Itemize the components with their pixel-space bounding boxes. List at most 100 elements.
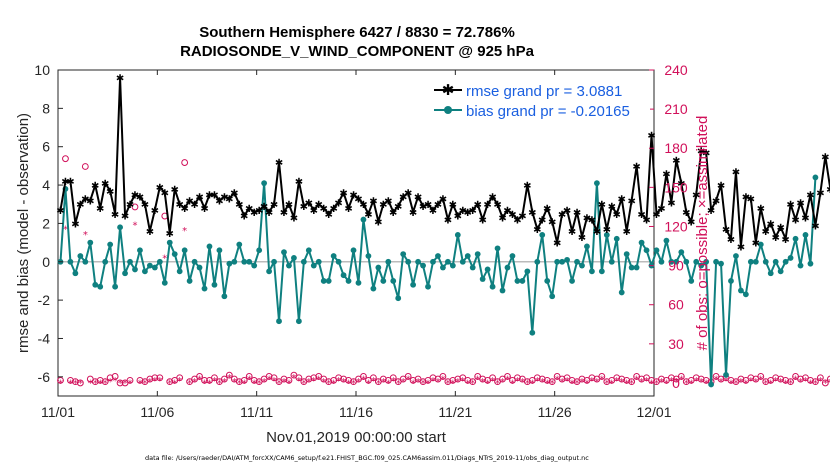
rmse-point: ✱ (121, 212, 129, 223)
rmse-point: ✱ (806, 191, 814, 202)
rmse-point: ✱ (722, 225, 730, 236)
possible-obs-markers (57, 155, 830, 387)
assimilated-obs-point: * (108, 377, 113, 388)
possible-obs-point (285, 376, 293, 384)
bias-point (181, 247, 188, 254)
possible-obs-point (225, 371, 233, 379)
rmse-point: ✱ (573, 208, 581, 219)
bias-point (97, 283, 104, 290)
bias-point (166, 239, 173, 246)
bias-point (504, 264, 511, 271)
bias-point (539, 232, 546, 238)
rmse-point: ✱ (796, 198, 804, 209)
possible-obs-point (697, 375, 705, 383)
assimilated-obs-point: * (495, 378, 500, 389)
assimilated-obs-point: * (301, 378, 306, 389)
rmse-point: ✱ (240, 212, 248, 223)
assimilated-obs-point: * (381, 377, 386, 388)
rmse-point: ✱ (583, 214, 591, 225)
assimilated-obs-point: * (222, 377, 227, 388)
possible-obs-point (106, 374, 114, 382)
bias-point (350, 247, 357, 254)
rmse-point: ✱ (613, 210, 621, 221)
assimilated-obs-point: * (584, 378, 589, 389)
possible-obs-point (245, 373, 253, 380)
y-tick-label: 2 (42, 215, 50, 231)
rmse-point: ✱ (707, 206, 715, 217)
bias-point (266, 268, 272, 275)
assimilated-obs-point: * (664, 378, 669, 389)
possible-obs-point (489, 374, 496, 382)
bias-point (142, 268, 148, 275)
assimilated-obs-point: * (242, 378, 247, 389)
assimilated-obs-point: * (560, 377, 565, 388)
assimilated-obs-point: * (823, 378, 828, 389)
rmse-point: ✱ (334, 198, 342, 209)
rmse-point: ✱ (146, 227, 154, 238)
possible-obs-point (692, 374, 700, 382)
bias-point (410, 281, 417, 288)
rmse-point: ✱ (394, 202, 402, 213)
possible-obs-point (67, 376, 74, 384)
assimilated-obs-point: * (818, 376, 823, 387)
assimilated-obs-point: * (430, 376, 435, 387)
bias-point (400, 251, 407, 257)
bias-point (191, 258, 198, 265)
assimilated-obs-point: * (545, 378, 550, 389)
assimilated-obs-point: * (172, 378, 177, 389)
bias-point (658, 258, 665, 265)
bias-point (315, 258, 322, 265)
rmse-point: ✱ (632, 162, 640, 173)
bias-point (638, 239, 645, 246)
assimilated-obs-point: * (470, 378, 475, 389)
assimilated-obs-point: * (704, 378, 709, 389)
assimilated-obs-point: * (341, 377, 346, 388)
rmse-point: ✱ (771, 233, 779, 244)
rmse-point: ✱ (76, 200, 84, 211)
rmse-point: ✱ (250, 208, 258, 219)
rmse-point: ✱ (776, 223, 784, 234)
bias-point (261, 180, 268, 187)
rmse-point: ✱ (131, 191, 139, 202)
bias-point (102, 258, 109, 265)
bias-point (787, 255, 794, 261)
assimilated-obs-point: * (550, 378, 555, 389)
possible-obs-point (737, 375, 745, 383)
possible-obs-point (826, 375, 830, 383)
rmse-point: ✱ (225, 194, 233, 205)
rmse-point: ✱ (354, 194, 362, 205)
possible-obs-point (196, 373, 203, 380)
bias-point (554, 258, 561, 265)
assimilated-obs-point: * (123, 378, 128, 389)
rmse-point: ✱ (826, 185, 830, 196)
assimilated-obs-point: * (609, 378, 614, 389)
rmse-point: ✱ (434, 200, 442, 211)
rmse-point: ✱ (344, 204, 352, 215)
bias-point (420, 262, 426, 269)
bias-point (236, 241, 243, 248)
rmse-point: ✱ (424, 200, 432, 211)
assimilated-obs-point: * (520, 377, 525, 388)
possible-obs-point (588, 374, 596, 382)
assimilated-obs-point: * (465, 378, 470, 389)
bias-point (310, 262, 317, 269)
possible-obs-point (166, 378, 174, 386)
assimilated-obs-point: * (768, 378, 773, 389)
bias-point (206, 243, 213, 250)
assimilated-obs-point: * (728, 378, 733, 389)
assimilated-obs-point: * (649, 378, 654, 389)
possible-obs-point (603, 378, 611, 386)
bias-point (107, 241, 114, 248)
assimilated-obs-point: * (570, 378, 575, 389)
rmse-point: ✱ (752, 239, 760, 250)
bias-point (449, 262, 456, 269)
bias-point (430, 258, 436, 265)
possible-obs-point (464, 376, 472, 384)
rmse-point: ✱ (687, 217, 695, 228)
rmse-point: ✱ (508, 210, 516, 221)
bias-point (653, 247, 660, 254)
legend-bias-label: bias grand pr = -0.20165 (466, 103, 630, 120)
bias-point (459, 258, 466, 265)
bias-point (291, 255, 297, 261)
rmse-point: ✱ (488, 193, 496, 204)
